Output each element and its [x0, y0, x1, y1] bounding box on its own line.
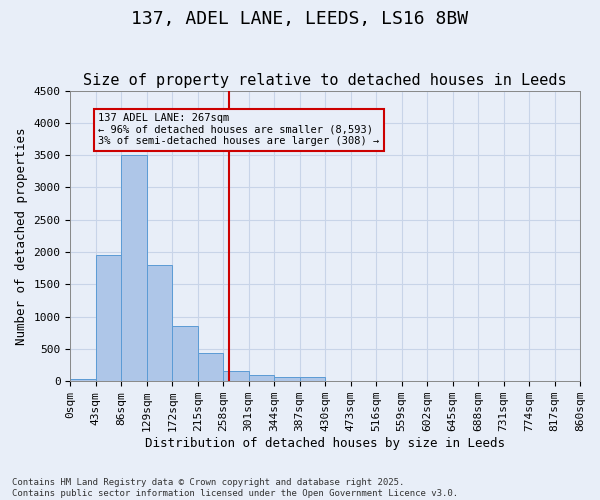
Bar: [121, 155, 147, 381]
Bar: [223, 371, 248, 381]
Bar: [299, 378, 325, 381]
Text: Contains HM Land Registry data © Crown copyright and database right 2025.
Contai: Contains HM Land Registry data © Crown c…: [12, 478, 458, 498]
Bar: [147, 265, 172, 381]
Bar: [172, 326, 198, 381]
Text: 137 ADEL LANE: 267sqm
← 96% of detached houses are smaller (8,593)
3% of semi-de: 137 ADEL LANE: 267sqm ← 96% of detached …: [98, 113, 380, 146]
X-axis label: Distribution of detached houses by size in Leeds: Distribution of detached houses by size …: [145, 437, 505, 450]
Title: Size of property relative to detached houses in Leeds: Size of property relative to detached ho…: [83, 73, 567, 88]
Bar: [70, 380, 96, 381]
Bar: [96, 256, 121, 381]
Bar: [248, 375, 274, 381]
Bar: [198, 354, 223, 381]
Y-axis label: Number of detached properties: Number of detached properties: [15, 127, 28, 344]
Bar: [274, 376, 299, 381]
Text: 137, ADEL LANE, LEEDS, LS16 8BW: 137, ADEL LANE, LEEDS, LS16 8BW: [131, 10, 469, 28]
